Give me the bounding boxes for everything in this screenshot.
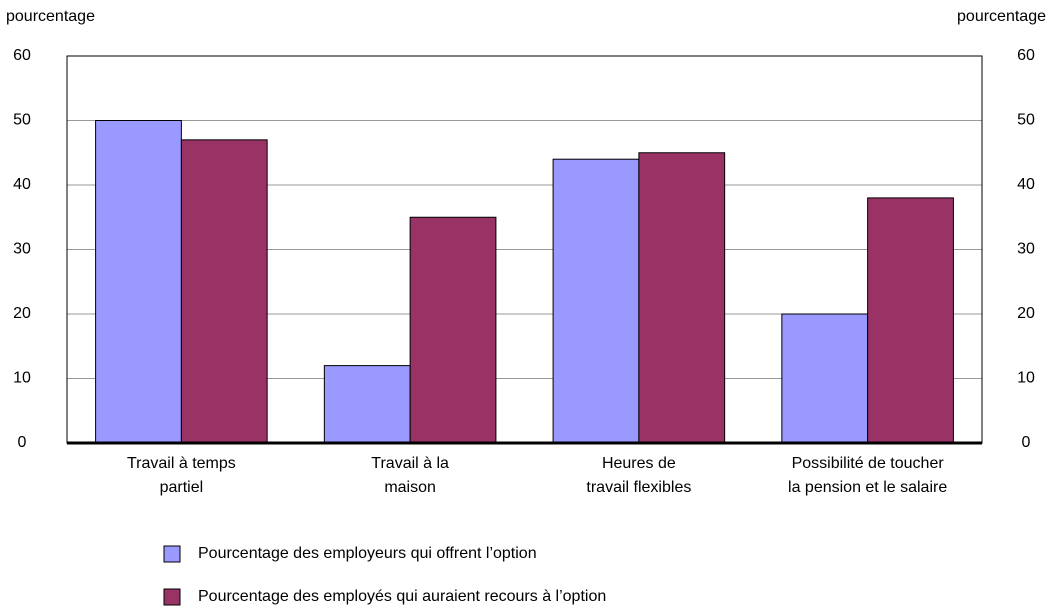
bar (323, 365, 411, 444)
legend-label: Pourcentage des employés qui auraient re… (198, 588, 606, 605)
y2-tick-label: 20 (1017, 305, 1035, 322)
bar (409, 216, 497, 444)
x-tick-label: Heures de travail flexibles (586, 455, 692, 496)
bar (867, 197, 954, 444)
y-tick-label: 0 (18, 434, 27, 451)
y2-tick-label: 30 (1017, 241, 1035, 258)
legend-swatch (163, 588, 181, 606)
x-tick-label: Possibilité de toucher la pension et le … (788, 455, 948, 496)
y-tick-label: 20 (13, 305, 31, 322)
y2-axis-label: pourcentage (957, 8, 1046, 25)
legend-label: Pourcentage des employeurs qui offrent l… (198, 545, 537, 562)
y2-tick-label: 10 (1017, 370, 1035, 387)
bar (95, 120, 182, 444)
y-axis-label: pourcentage (6, 8, 95, 25)
bar (552, 158, 640, 444)
y2-tick-label: 50 (1017, 112, 1035, 129)
legend-swatch (163, 545, 181, 563)
x-tick-label: Travail à temps partiel (126, 455, 236, 496)
bar (180, 139, 268, 444)
y-tick-label: 10 (13, 370, 31, 387)
bar (638, 152, 726, 444)
y2-tick-label: 0 (1022, 434, 1031, 451)
y-tick-label: 30 (13, 241, 31, 258)
y2-tick-label: 40 (1017, 176, 1035, 193)
y-tick-label: 40 (13, 176, 31, 193)
x-tick-label: Travail à la maison (371, 455, 449, 496)
bar (781, 313, 869, 444)
y-tick-label: 50 (13, 112, 31, 129)
y2-tick-label: 60 (1017, 47, 1035, 64)
y-tick-label: 60 (13, 47, 31, 64)
